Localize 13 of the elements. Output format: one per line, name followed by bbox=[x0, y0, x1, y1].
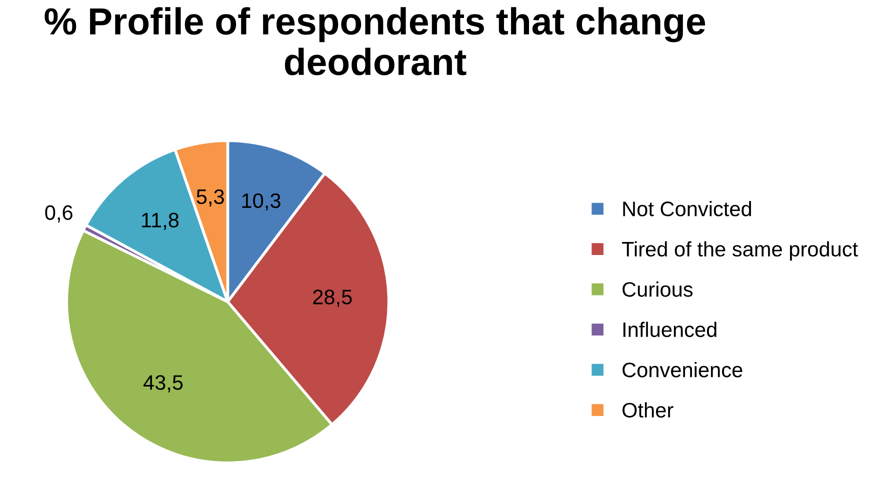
legend-label: Convenience bbox=[622, 362, 742, 378]
data-label: 43,5 bbox=[143, 375, 183, 392]
legend-label: Curious bbox=[622, 282, 693, 297]
data-label: 5,3 bbox=[196, 189, 224, 207]
legend-label: Other bbox=[622, 402, 674, 418]
chart-title: % Profile of respondents that change deodorant bbox=[44, 7, 706, 76]
legend-label: Tired of the same product bbox=[622, 241, 858, 261]
data-label: 10,3 bbox=[242, 193, 280, 211]
legend-label: Not Convicted bbox=[623, 201, 752, 216]
data-label: 28,5 bbox=[313, 290, 352, 307]
legend-label: Influenced bbox=[623, 322, 716, 338]
data-label: 0,6 bbox=[45, 205, 72, 222]
data-label: 11,8 bbox=[142, 212, 179, 230]
